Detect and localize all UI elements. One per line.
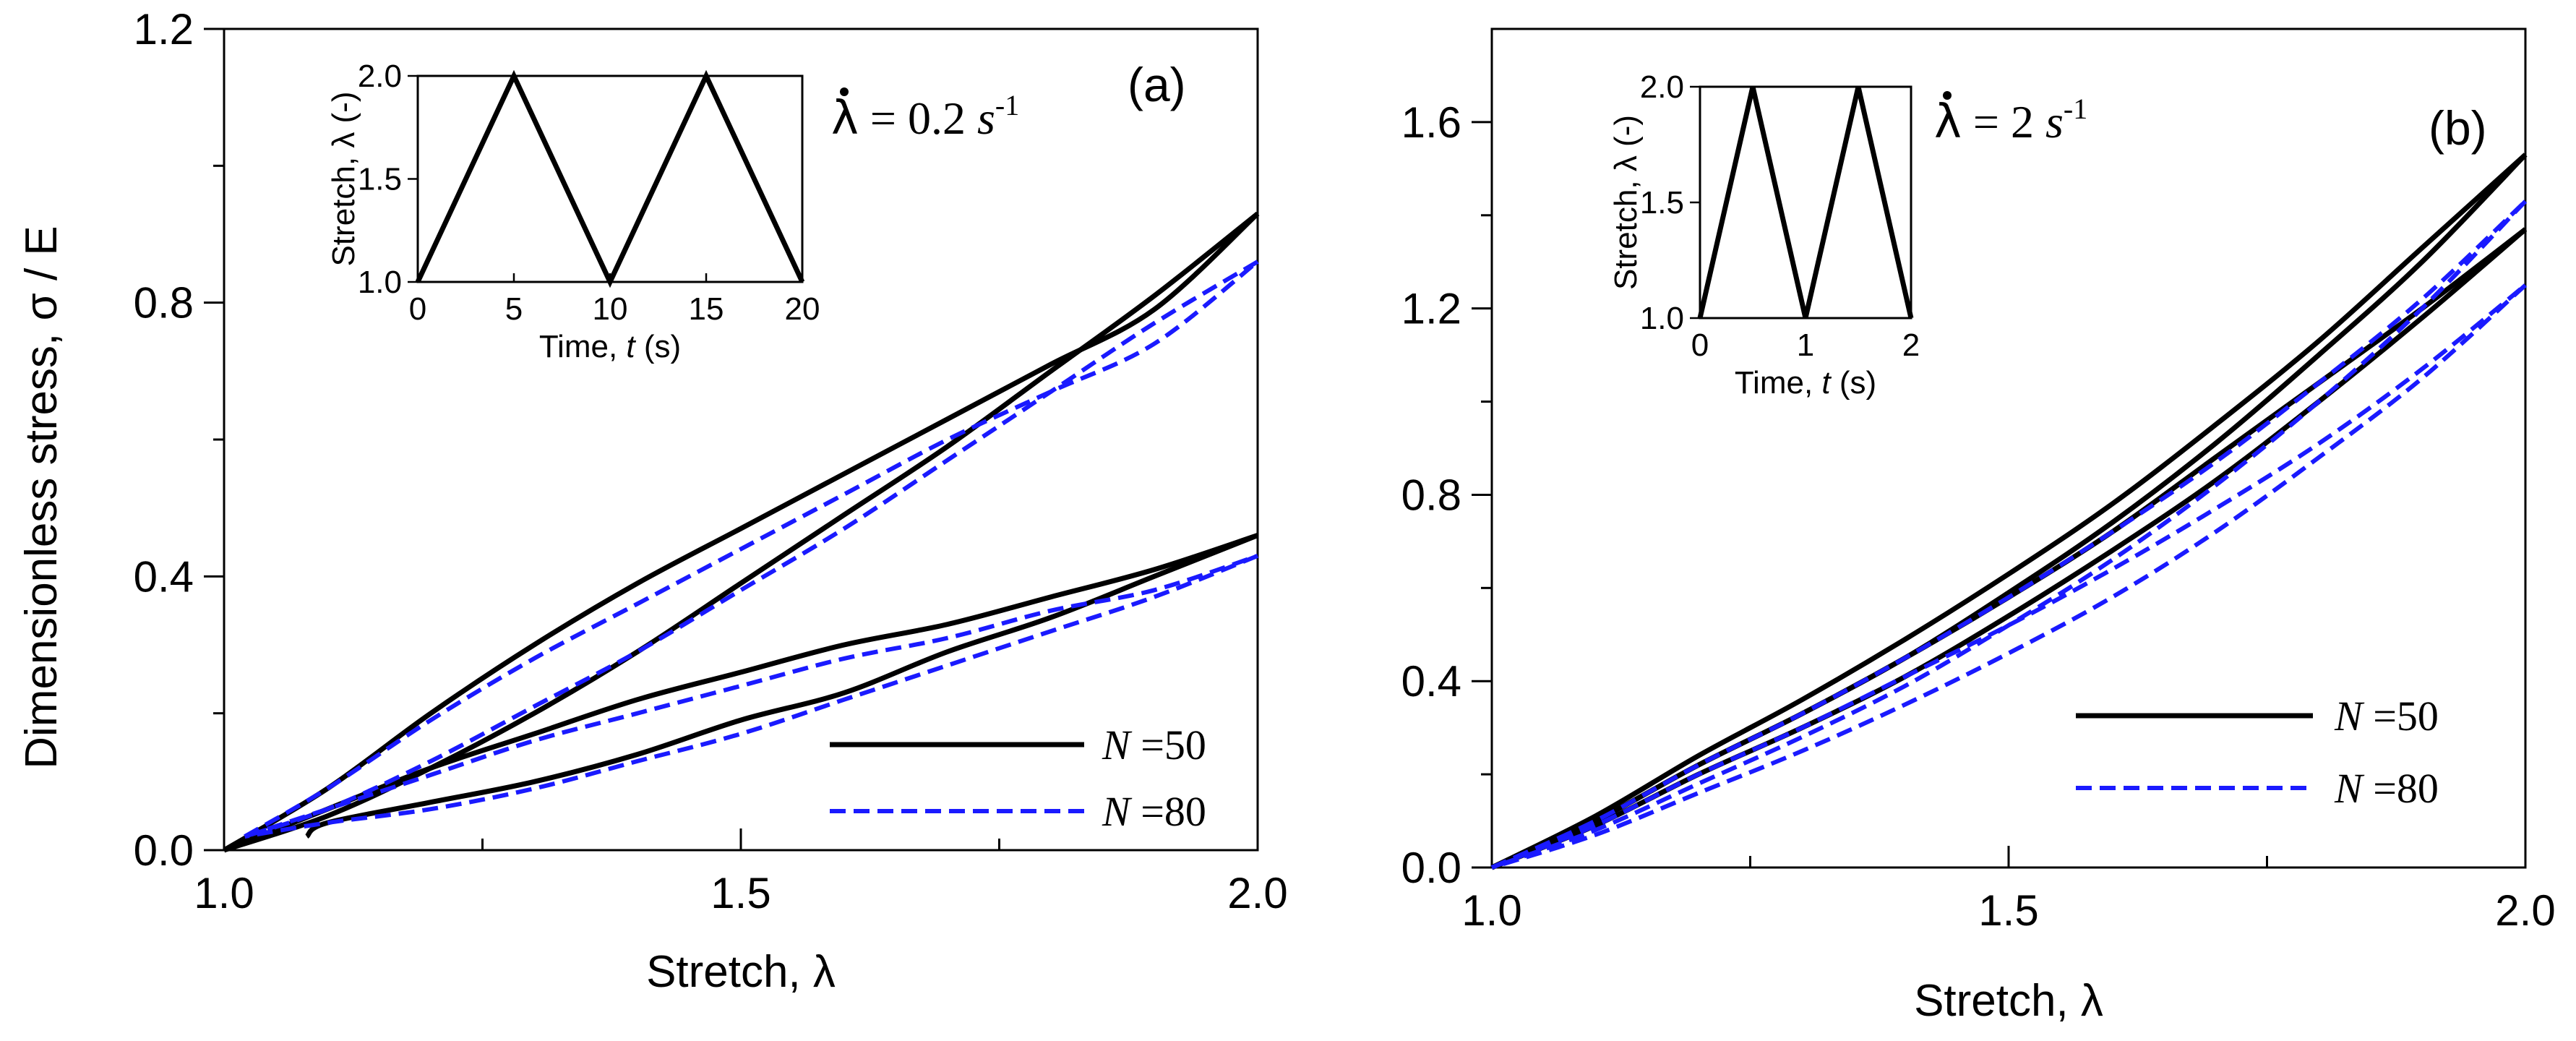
legend-value: =80 — [2363, 765, 2439, 812]
x-tick-label: 1.5 — [1978, 886, 2038, 935]
x-tick-label: 2.0 — [2495, 886, 2555, 935]
inset-x-tick-label: 20 — [785, 291, 820, 327]
inset-y-tick-label: 2.0 — [1640, 69, 1684, 105]
series-line-n-50-3 — [304, 533, 1259, 839]
series-line-n-80-7 — [244, 554, 1259, 839]
rate-value: = 2 — [1962, 96, 2045, 147]
strain-rate-label: λ = 0.2 s-1 — [831, 89, 1019, 145]
inset-y-axis-title: Stretch, λ (-) — [326, 91, 361, 266]
series-line-n-50-2 — [223, 533, 1259, 853]
x-tick-label: 1.0 — [1461, 886, 1521, 935]
series-line-n-80-6 — [1490, 283, 2527, 870]
legend-var: N — [2334, 693, 2365, 740]
series-line-n-80-4 — [244, 260, 1259, 839]
y-tick-label: 0.4 — [1401, 657, 1461, 706]
inset-chart: 0 1 2 1.0 1.5 2.0 Time, t (s) Stretch, λ (-) — [1608, 69, 1920, 400]
legend-label: N =50 — [1102, 721, 1206, 768]
x-tick-label: 1.5 — [710, 869, 770, 917]
legend: N =50N =80 — [2076, 693, 2439, 812]
legend-value: =50 — [2363, 693, 2439, 740]
chart-panel-a: 1.0 1.5 2.0 0.0 0.4 0.8 1.2 Stretch, λ Dimension… — [17, 5, 1288, 997]
legend-value: =80 — [1130, 788, 1206, 835]
rate-unit: s — [2045, 96, 2064, 147]
inset-y-tick-label: 2.0 — [358, 59, 402, 94]
inset-x-title-unit: (s) — [1831, 365, 1877, 400]
inset-chart: 0 5 10 15 20 1.0 1.5 2.0 Time, t (s) Stretch, λ (… — [326, 59, 820, 364]
inset-x-tick-label: 0 — [409, 291, 426, 327]
x-axis-title: Stretch, λ — [1914, 976, 2103, 1026]
chart-panel-b: 1.0 1.5 2.0 0.0 0.4 0.8 1.2 1.6 Stretch, λ 0 1 2 1.0… — [1401, 27, 2556, 1026]
legend-label: N =80 — [2334, 765, 2439, 812]
series-line-n-80-7 — [1491, 283, 2528, 870]
x-tick-label: 1.0 — [194, 869, 254, 917]
series-line-n-80-6 — [244, 554, 1258, 839]
series-line-n-80-5 — [244, 260, 1259, 839]
y-tick-label: 0.8 — [1401, 471, 1461, 519]
inset-x-title-unit: (s) — [635, 329, 682, 364]
legend-label: N =50 — [2334, 693, 2439, 740]
inset-frame — [1699, 85, 1912, 320]
rate-value: = 0.2 — [859, 93, 977, 144]
inset-x-title-prefix: Time, — [539, 329, 627, 364]
series-line-n-80-4 — [1490, 200, 2528, 870]
y-tick-label: 0.0 — [134, 826, 194, 875]
inset-x-title-var: t — [1821, 365, 1832, 400]
inset-x-tick-label: 15 — [689, 291, 724, 327]
y-tick-label: 0.8 — [134, 279, 194, 327]
rate-symbol: λ — [831, 92, 859, 145]
rate-dot-accent — [840, 87, 849, 96]
rate-unit: s — [977, 93, 995, 144]
inset-stretch-line — [1697, 86, 1914, 319]
panel-label: (a) — [1128, 58, 1186, 111]
series-line-n-50-0 — [1490, 153, 2528, 870]
y-tick-label: 1.6 — [1401, 98, 1461, 147]
inset-y-tick-label: 1.0 — [358, 265, 402, 300]
inset-y-axis-title: Stretch, λ (-) — [1608, 115, 1644, 290]
inset-y-tick-label: 1.5 — [358, 162, 402, 197]
legend: N =50N =80 — [830, 721, 1206, 835]
legend-var: N — [1102, 721, 1133, 768]
legend-var: N — [2334, 765, 2365, 812]
y-tick-label: 1.2 — [134, 5, 194, 53]
inset-frame — [416, 74, 804, 283]
inset-x-tick-label: 5 — [505, 291, 523, 327]
inset-x-title-var: t — [626, 329, 636, 364]
inset-x-title-prefix: Time, — [1735, 365, 1822, 400]
plot-frame — [1490, 27, 2527, 869]
series-line-n-50-1 — [223, 211, 1260, 853]
rate-symbol: λ — [1934, 95, 1962, 149]
inset-y-tick-label: 1.5 — [1640, 185, 1684, 220]
rate-exponent: -1 — [995, 89, 1019, 121]
inset-x-axis-title: Time, t (s) — [539, 329, 681, 364]
inset-x-axis-title: Time, t (s) — [1735, 365, 1876, 400]
inset-x-tick-label: 0 — [1691, 327, 1709, 363]
legend-var: N — [1102, 788, 1133, 835]
panel-label: (b) — [2429, 101, 2487, 155]
rate-dot-accent — [1943, 91, 1952, 100]
rate-exponent: -1 — [2064, 93, 2087, 125]
y-tick-label: 1.2 — [1401, 285, 1461, 333]
x-axis-title: Stretch, λ — [646, 947, 836, 997]
inset-stretch-line — [415, 69, 805, 288]
inset-x-tick-label: 10 — [593, 291, 628, 327]
y-tick-label: 0.4 — [134, 552, 194, 601]
x-tick-label: 2.0 — [1227, 869, 1287, 917]
series-line-n-50-1 — [1490, 153, 2528, 870]
y-axis-title: Dimensionless stress, σ / E — [17, 226, 66, 768]
y-tick-label: 0.0 — [1401, 844, 1461, 892]
legend-value: =50 — [1130, 721, 1206, 768]
inset-y-tick-label: 1.0 — [1640, 301, 1684, 336]
inset-x-tick-label: 2 — [1902, 327, 1920, 363]
inset-x-tick-label: 1 — [1797, 327, 1814, 363]
legend-label: N =80 — [1102, 788, 1206, 835]
strain-rate-label: λ = 2 s-1 — [1934, 93, 2087, 149]
